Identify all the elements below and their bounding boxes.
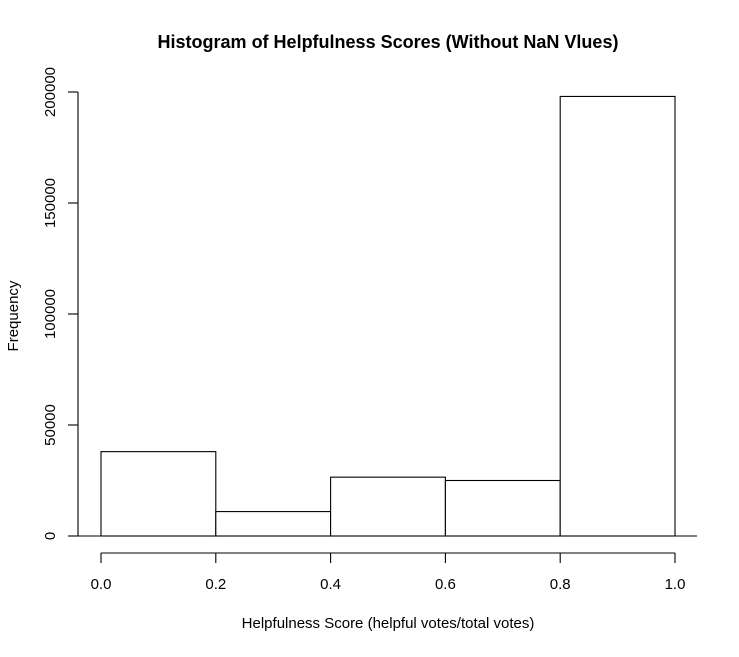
histogram-bar-0 — [100, 451, 217, 537]
y-axis-title: Frequency — [5, 280, 22, 351]
histogram-bar-1 — [215, 511, 332, 537]
y-tick-label-1: 50000 — [42, 404, 59, 446]
histogram-bar-2 — [330, 476, 446, 537]
x-tick-label-0: 0.0 — [91, 576, 112, 593]
y-axis: 0 50000 100000 150000 200000 — [42, 67, 79, 540]
chart-title: Histogram of Helpfulness Scores (Without… — [158, 32, 619, 52]
x-tick-label-2: 0.4 — [320, 576, 341, 593]
x-tick-label-4: 0.8 — [550, 576, 571, 593]
y-tick-label-2: 100000 — [42, 289, 59, 339]
histogram-bar-3 — [444, 479, 561, 537]
bars-group — [69, 95, 697, 537]
x-tick-label-3: 0.6 — [435, 576, 456, 593]
y-tick-label-3: 150000 — [42, 178, 59, 228]
x-axis-title: Helpfulness Score (helpful votes/total v… — [242, 615, 535, 632]
y-tick-label-0: 0 — [42, 532, 59, 540]
x-tick-label-1: 0.2 — [205, 576, 226, 593]
y-tick-label-4: 200000 — [42, 67, 59, 117]
x-axis: 0.0 0.2 0.4 0.6 0.8 1.0 — [91, 552, 686, 593]
x-tick-label-5: 1.0 — [665, 576, 686, 593]
histogram-bar-4 — [559, 95, 676, 537]
